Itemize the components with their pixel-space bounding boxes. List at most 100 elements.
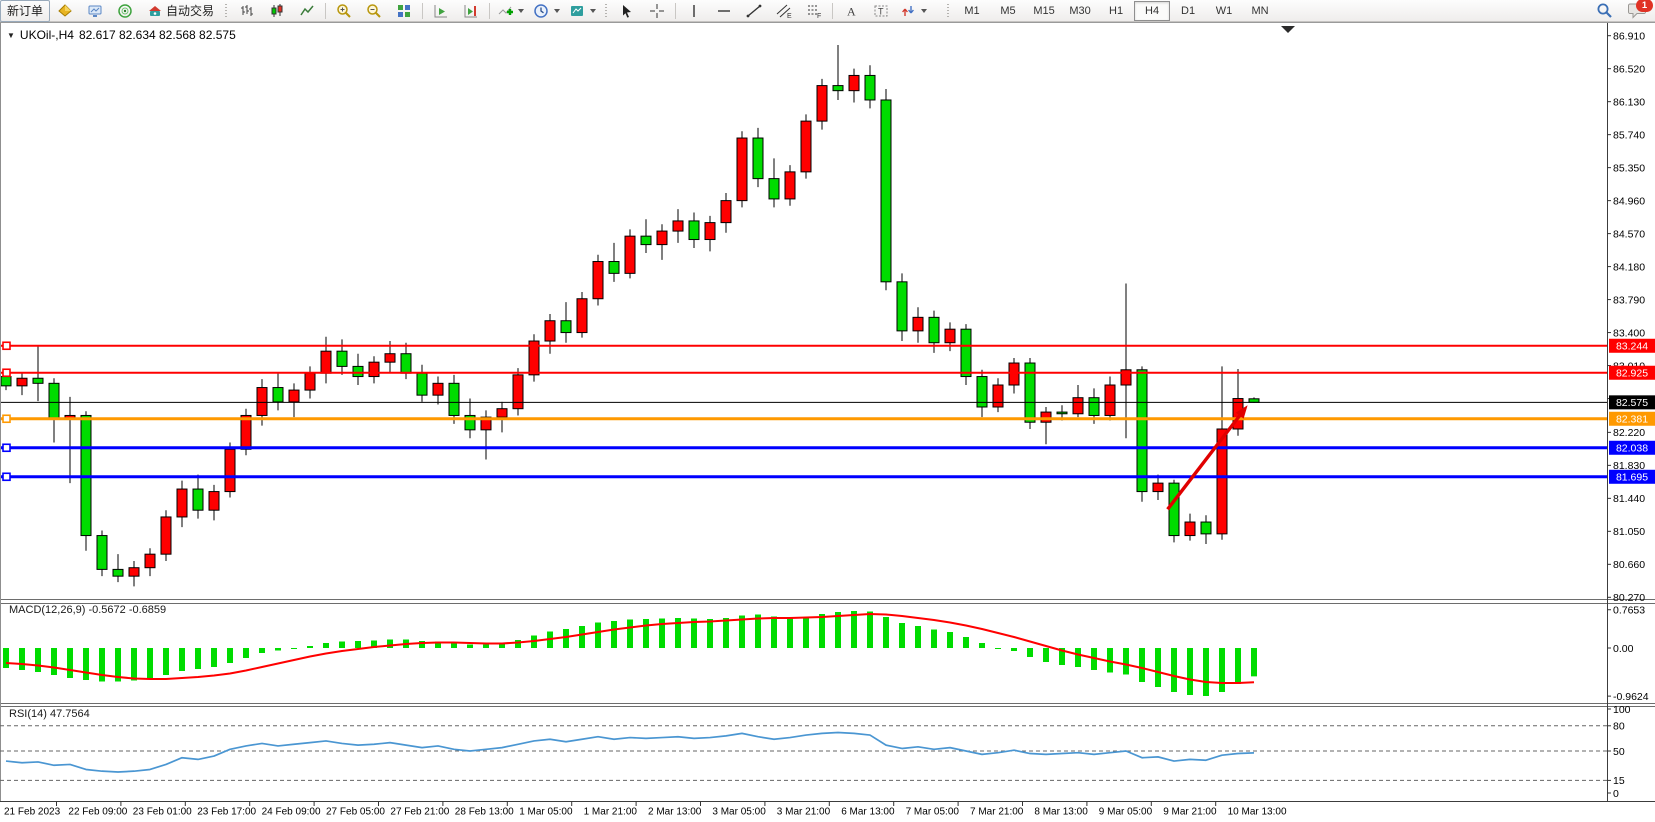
macd-axis-label[interactable]: -0.9624 [1613, 691, 1649, 703]
timeframe-button-m1[interactable]: M1 [964, 4, 980, 17]
price-axis-label[interactable]: 81.830 [1613, 460, 1645, 472]
tile-windows-button[interactable] [389, 0, 419, 22]
macd-histogram-bar [243, 648, 249, 658]
timeframe-button-m15[interactable]: M15 [1033, 4, 1055, 17]
search-button[interactable] [1589, 0, 1619, 22]
autotrading-button[interactable]: 自动交易 [140, 0, 221, 22]
text-button[interactable]: A [836, 0, 866, 22]
date-axis-label[interactable]: 3 Mar 05:00 [712, 807, 766, 818]
price-axis-label[interactable]: 81.440 [1613, 493, 1645, 505]
cursor-button[interactable] [612, 0, 642, 22]
macd-axis-label[interactable]: 0.7653 [1613, 605, 1645, 617]
templates-dropdown[interactable] [588, 2, 597, 20]
level-anchor-marker[interactable] [2, 368, 11, 378]
date-axis-label[interactable]: 10 Mar 13:00 [1228, 807, 1287, 818]
zoom-in-button[interactable] [329, 0, 359, 22]
trendline-button[interactable] [739, 0, 769, 22]
zoom-out-button[interactable] [359, 0, 389, 22]
rsi-axis-label[interactable]: 100 [1613, 704, 1631, 716]
timeframe-button-m5[interactable]: M5 [1000, 4, 1016, 17]
timeframe-button-h1[interactable]: H1 [1109, 4, 1124, 17]
date-axis-label[interactable]: 24 Feb 09:00 [262, 807, 321, 818]
broadcast-button[interactable] [110, 0, 140, 22]
date-axis-label[interactable]: 7 Mar 21:00 [970, 807, 1024, 818]
fibonacci-button[interactable]: F [799, 0, 829, 22]
date-axis-label[interactable]: 21 Feb 2023 [4, 807, 61, 818]
level-anchor-marker[interactable] [2, 472, 11, 482]
price-axis-label[interactable]: 83.400 [1613, 327, 1645, 339]
indicators-dropdown[interactable] [516, 2, 525, 20]
order-ticket-button[interactable] [50, 0, 80, 22]
price-axis-label[interactable]: 86.910 [1613, 30, 1645, 42]
chart-window[interactable]: 86.910 86.520 86.130 85.740 85.350 84.960 84.5… [0, 22, 1655, 822]
accounts-button[interactable] [80, 0, 110, 22]
templates-button[interactable] [565, 0, 601, 22]
level-anchor-marker[interactable] [2, 443, 11, 453]
date-axis-label[interactable]: 22 Feb 09:00 [68, 807, 127, 818]
date-axis-label[interactable]: 23 Feb 17:00 [197, 807, 256, 818]
date-axis-label[interactable]: 1 Mar 21:00 [584, 807, 638, 818]
candle-body [1184, 521, 1196, 537]
rsi-axis-label[interactable]: 15 [1613, 775, 1625, 787]
date-axis-label[interactable]: 23 Feb 01:00 [133, 807, 192, 818]
price-axis-label[interactable]: 81.050 [1613, 526, 1645, 538]
chart-shift-marker[interactable] [1281, 26, 1295, 33]
toolbar-grip[interactable] [946, 3, 952, 18]
timeframe-button-w1[interactable]: W1 [1215, 4, 1233, 17]
trend-arrow-head[interactable] [1235, 405, 1248, 419]
date-axis-label[interactable]: 3 Mar 21:00 [777, 807, 831, 818]
new-order-button[interactable]: 新订单 [0, 0, 51, 22]
line-chart-button[interactable] [292, 0, 322, 22]
date-axis-label[interactable]: 9 Mar 21:00 [1163, 807, 1217, 818]
indicators-button[interactable] [493, 0, 529, 22]
trend-arrow[interactable] [1166, 414, 1242, 511]
price-axis-label[interactable]: 84.570 [1613, 228, 1645, 240]
chart-shift-button[interactable] [456, 0, 486, 22]
level-anchor-marker[interactable] [2, 414, 11, 424]
toolbar-grip[interactable] [604, 3, 610, 18]
timeframe-button-m30[interactable]: M30 [1069, 4, 1091, 17]
arrows-shapes-dropdown[interactable] [919, 2, 928, 20]
rsi-axis-label[interactable]: 50 [1613, 746, 1625, 758]
auto-scroll-button[interactable] [426, 0, 456, 22]
date-axis-label[interactable]: 27 Feb 21:00 [390, 807, 449, 818]
price-axis-label[interactable]: 84.960 [1613, 195, 1645, 207]
notifications-button[interactable]: 1 [1627, 0, 1653, 21]
periods-button[interactable] [529, 0, 565, 22]
date-axis-label[interactable]: 8 Mar 13:00 [1034, 807, 1088, 818]
date-axis-label[interactable]: 1 Mar 05:00 [519, 807, 573, 818]
price-axis-label[interactable]: 83.790 [1613, 294, 1645, 306]
timeframe-button-d1[interactable]: D1 [1181, 4, 1196, 17]
periods-dropdown[interactable] [552, 2, 561, 20]
candlestick-chart-button[interactable] [262, 0, 292, 22]
date-axis-label[interactable]: 28 Feb 13:00 [455, 807, 514, 818]
rsi-axis-label[interactable]: 0 [1613, 788, 1619, 800]
price-axis-label[interactable]: 80.270 [1613, 592, 1645, 604]
price-axis-label[interactable]: 86.520 [1613, 63, 1645, 75]
vertical-line-button[interactable] [679, 0, 709, 22]
timeframe-button-h4[interactable]: H4 [1134, 0, 1171, 21]
price-axis-label[interactable]: 80.660 [1613, 559, 1645, 571]
text-label-button[interactable]: T [866, 0, 896, 22]
date-axis-label[interactable]: 6 Mar 13:00 [841, 807, 895, 818]
date-axis-label[interactable]: 2 Mar 13:00 [648, 807, 702, 818]
price-axis-label[interactable]: 85.740 [1613, 129, 1645, 141]
horizontal-line-button[interactable] [709, 0, 739, 22]
level-anchor-marker[interactable] [2, 341, 11, 351]
date-axis-label[interactable]: 27 Feb 05:00 [326, 807, 385, 818]
bar-chart-button[interactable] [232, 0, 262, 22]
price-axis-label[interactable]: 86.130 [1613, 96, 1645, 108]
price-axis-label[interactable]: 85.350 [1613, 162, 1645, 174]
arrows-shapes-button[interactable] [896, 0, 932, 22]
date-axis-label[interactable]: 7 Mar 05:00 [906, 807, 960, 818]
date-axis-label[interactable]: 9 Mar 05:00 [1099, 807, 1153, 818]
crosshair-button[interactable] [642, 0, 672, 22]
macd-axis-label[interactable]: 0.00 [1613, 643, 1634, 655]
price-axis-label[interactable]: 82.220 [1613, 427, 1645, 439]
chart-canvas[interactable]: 86.910 86.520 86.130 85.740 85.350 84.960 84.5… [0, 23, 1655, 820]
equidistant-channel-button[interactable]: E [769, 0, 799, 22]
rsi-axis-label[interactable]: 80 [1613, 721, 1625, 733]
timeframe-button-mn[interactable]: MN [1251, 4, 1269, 17]
price-axis-label[interactable]: 84.180 [1613, 261, 1645, 273]
toolbar-grip[interactable] [224, 3, 230, 18]
